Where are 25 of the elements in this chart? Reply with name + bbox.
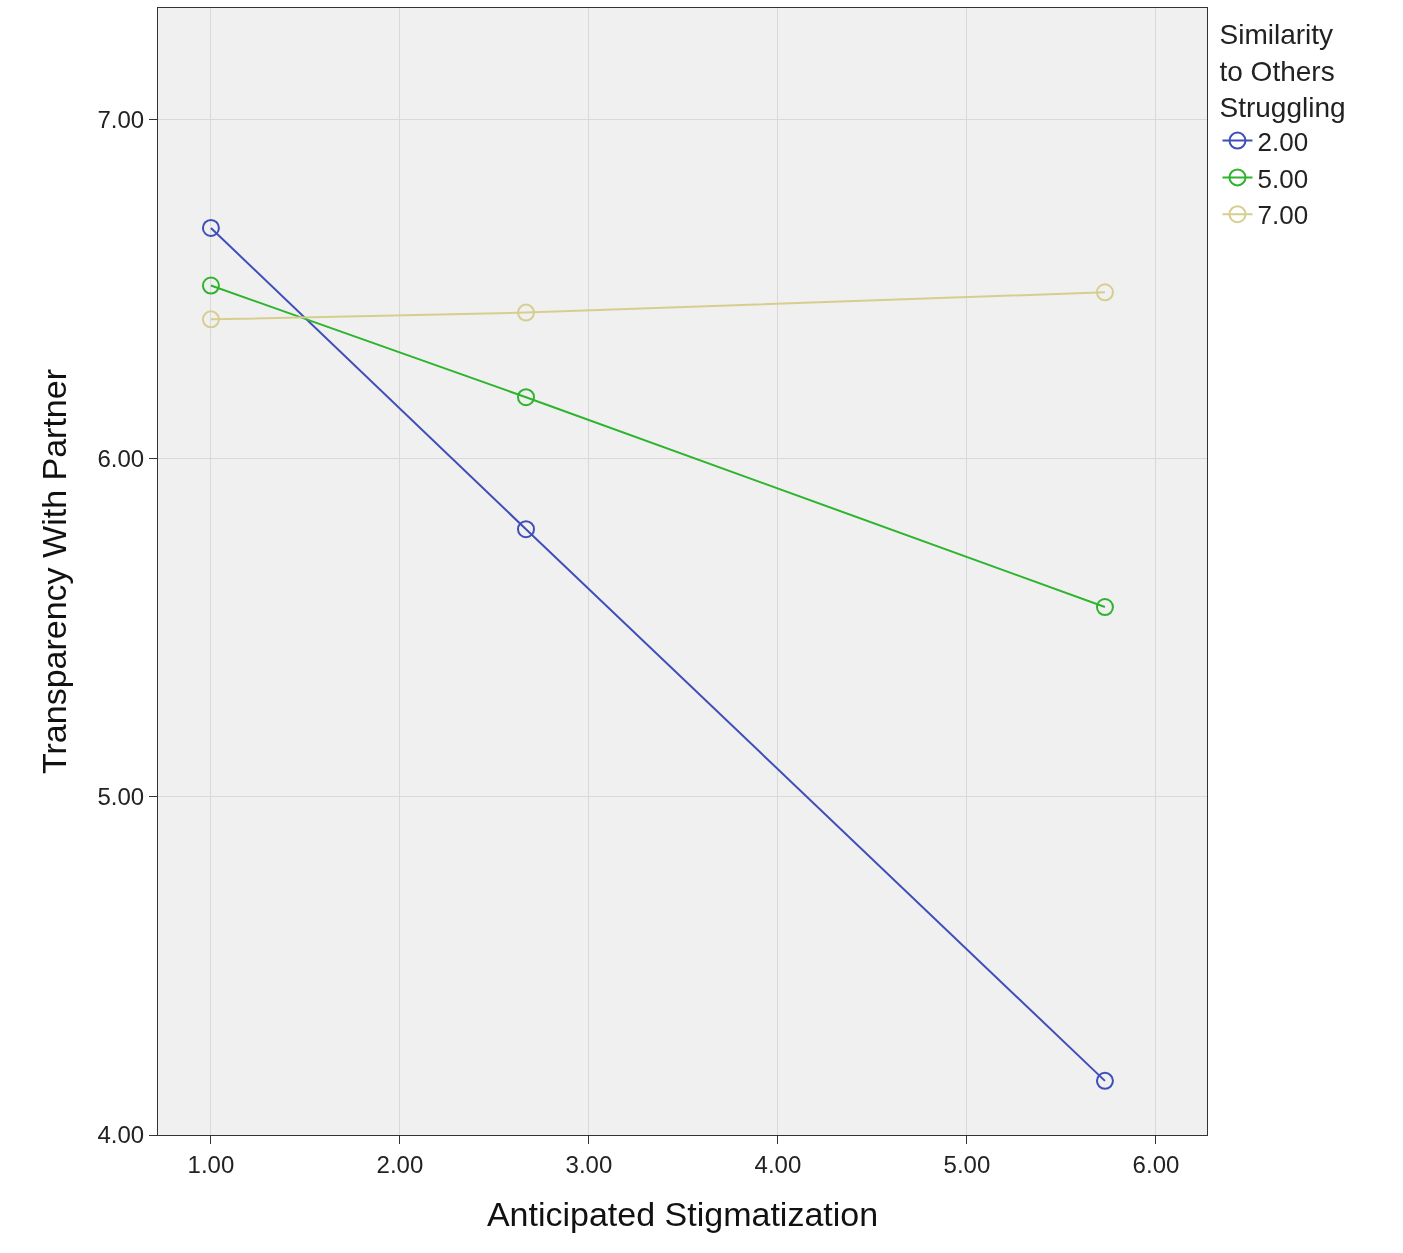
x-tick-label: 3.00: [565, 1150, 613, 1178]
y-tick-label: 5.00: [97, 782, 145, 810]
y-tick-label: 4.00: [97, 1121, 145, 1149]
x-tick-label: 4.00: [754, 1150, 802, 1178]
point: [517, 388, 535, 407]
legend-label: 5.00: [1257, 163, 1309, 194]
x-axis-title: Anticipated Stigmatization: [486, 1195, 879, 1234]
point: [1095, 283, 1114, 302]
x-tick-label: 5.00: [943, 1150, 991, 1178]
point: [201, 310, 220, 329]
point: [201, 276, 220, 295]
legend-label: 7.00: [1257, 200, 1309, 231]
point: [201, 218, 220, 237]
x-tick-label: 2.00: [376, 1150, 424, 1178]
legend-title: Similarity to Others Struggling: [1219, 19, 1346, 124]
point: [517, 303, 535, 322]
point: [1095, 598, 1114, 617]
legend-label: 2.00: [1257, 126, 1309, 157]
x-tick-label: 1.00: [187, 1150, 235, 1178]
point: [517, 520, 535, 539]
y-axis-title: Transparency With Partner: [35, 369, 74, 774]
y-tick-label: 7.00: [97, 106, 145, 134]
x-tick-label: 6.00: [1132, 1150, 1180, 1178]
point: [1095, 1071, 1114, 1090]
y-tick-label: 6.00: [97, 444, 145, 472]
